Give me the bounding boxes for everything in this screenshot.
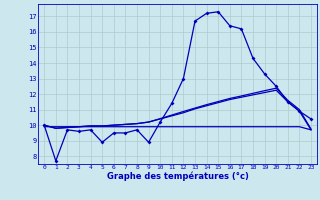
X-axis label: Graphe des températures (°c): Graphe des températures (°c): [107, 172, 249, 181]
